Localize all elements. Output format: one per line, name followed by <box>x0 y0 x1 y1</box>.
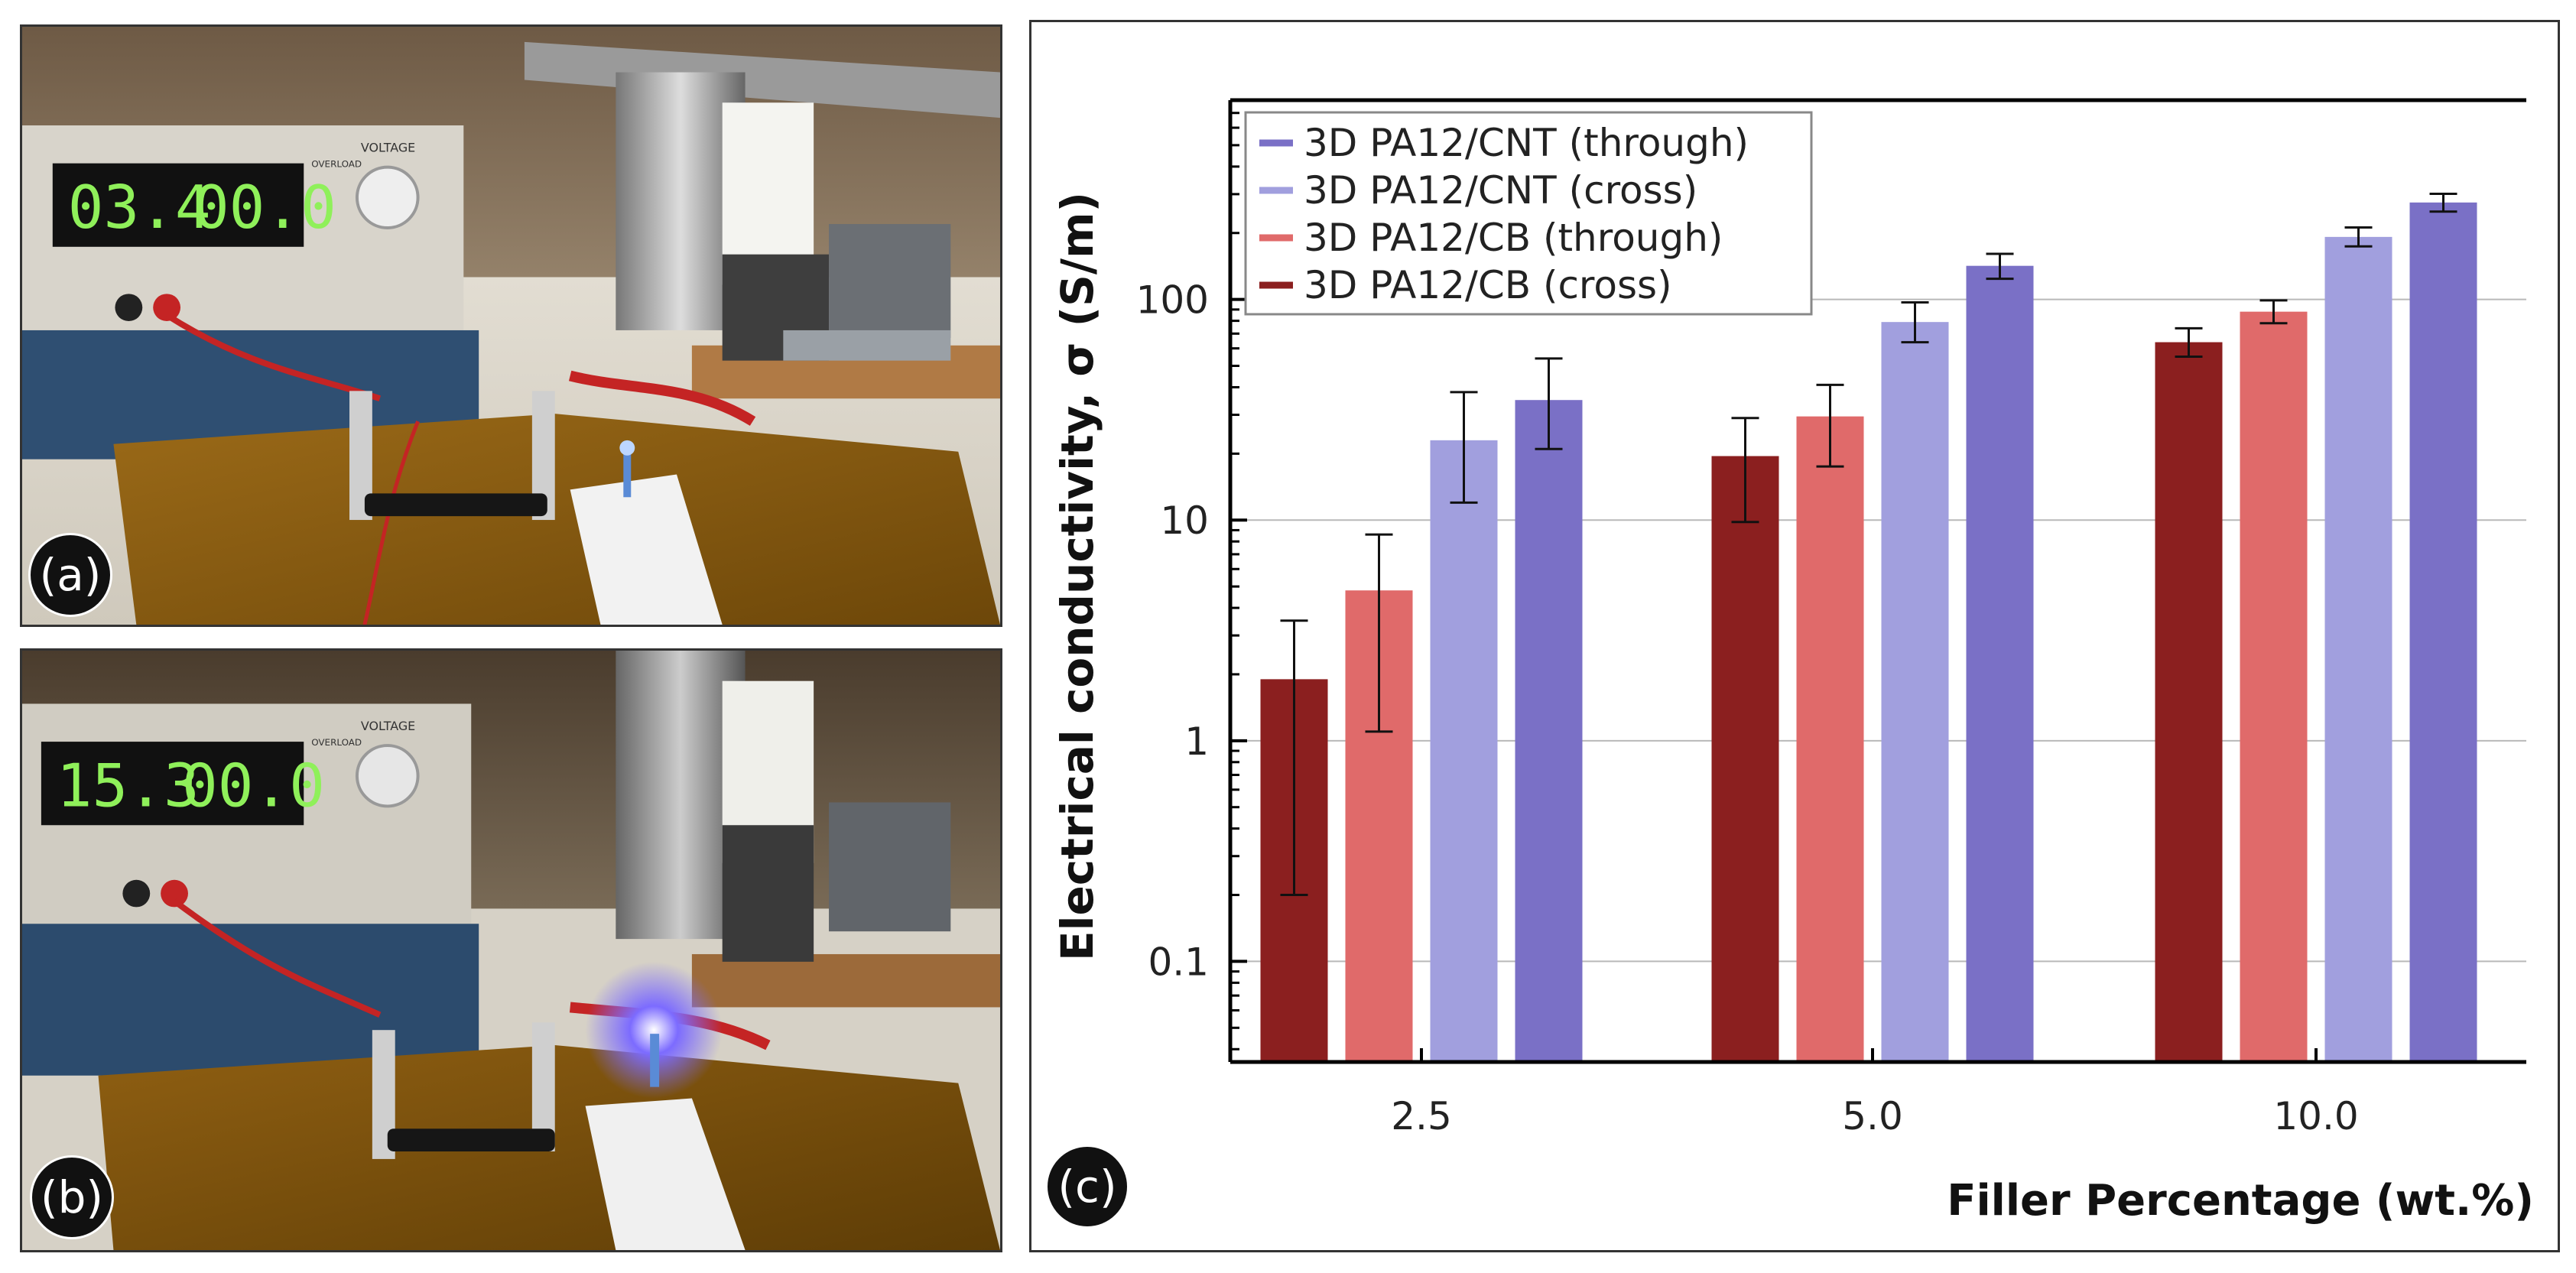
y-axis-title: Electrical conductivity, σ (S/m) <box>1051 192 1103 961</box>
bar <box>1711 456 1779 1062</box>
led-glow-b <box>585 961 723 1099</box>
legend-entry: 3D PA12/CB (through) <box>1304 216 1723 260</box>
panel-label-a: (a) <box>28 533 112 617</box>
photo-panel-b: 15.3 00.0 VOLTAGE OVERLOAD (b) <box>20 648 1002 1252</box>
x-tick-label: 2.5 <box>1391 1094 1452 1138</box>
bar <box>2240 311 2308 1062</box>
current-readout-b: 00.0 <box>182 752 325 821</box>
bar <box>2409 202 2477 1063</box>
voltage-knob-a <box>355 165 420 229</box>
voltage-knob-b <box>355 744 420 808</box>
bar <box>1796 416 1864 1062</box>
lab-setup-photo-a: 03.4 00.0 VOLTAGE OVERLOAD <box>22 27 1000 625</box>
bar <box>2155 342 2223 1062</box>
y-tick-label: 1 <box>1184 719 1209 764</box>
voltage-readout-b: 15.3 <box>57 752 200 821</box>
panel-label-b: (b) <box>30 1155 114 1239</box>
y-tick-label: 0.1 <box>1148 940 1209 984</box>
voltage-readout-a: 03.4 <box>68 174 211 242</box>
photo-panel-a: 03.4 00.0 VOLTAGE OVERLOAD (a) <box>20 24 1002 627</box>
bar <box>1966 265 2034 1063</box>
overload-label-a: OVERLOAD <box>311 159 362 170</box>
axes <box>1228 98 2526 1064</box>
legend: 3D PA12/CNT (through)3D PA12/CNT (cross)… <box>1244 111 1813 316</box>
legend-entry: 3D PA12/CNT (through) <box>1304 121 1749 165</box>
lab-setup-photo-b: 15.3 00.0 VOLTAGE OVERLOAD <box>22 651 1000 1250</box>
legend-entry: 3D PA12/CB (cross) <box>1304 263 1672 307</box>
legend-entry: 3D PA12/CNT (cross) <box>1304 168 1697 213</box>
legend-box <box>1244 111 1813 316</box>
conductivity-bar-chart: 0.1 1 10 100 2.5 5.0 10.0 Electrical conducti… <box>1051 98 2534 1226</box>
x-tick-label: 5.0 <box>1842 1094 1903 1138</box>
specimen-a <box>364 493 547 517</box>
x-axis-title: Filler Percentage (wt.%) <box>1947 1176 2534 1226</box>
y-tick-label: 100 <box>1136 278 1209 323</box>
specimen-b <box>387 1128 555 1151</box>
x-tick-labels: 2.5 5.0 10.0 <box>1391 1094 2358 1138</box>
bar <box>1430 440 1498 1062</box>
panel-label-c: (c) <box>1045 1145 1129 1229</box>
x-tick-label: 10.0 <box>2273 1094 2358 1138</box>
overload-label-b: OVERLOAD <box>311 737 362 748</box>
bar <box>2324 236 2392 1062</box>
y-tick-label: 10 <box>1160 498 1209 543</box>
chart-panel-c: 0.1 1 10 100 2.5 5.0 10.0 Electrical conducti… <box>1029 20 2560 1252</box>
knob-label-a: VOLTAGE <box>361 141 415 155</box>
bars <box>1260 193 2477 1063</box>
y-tick-labels: 0.1 1 10 100 <box>1136 278 1209 985</box>
knob-label-b: VOLTAGE <box>361 719 415 733</box>
current-readout-a: 00.0 <box>193 174 336 242</box>
bar <box>1515 400 1583 1062</box>
bar <box>1881 322 1949 1062</box>
